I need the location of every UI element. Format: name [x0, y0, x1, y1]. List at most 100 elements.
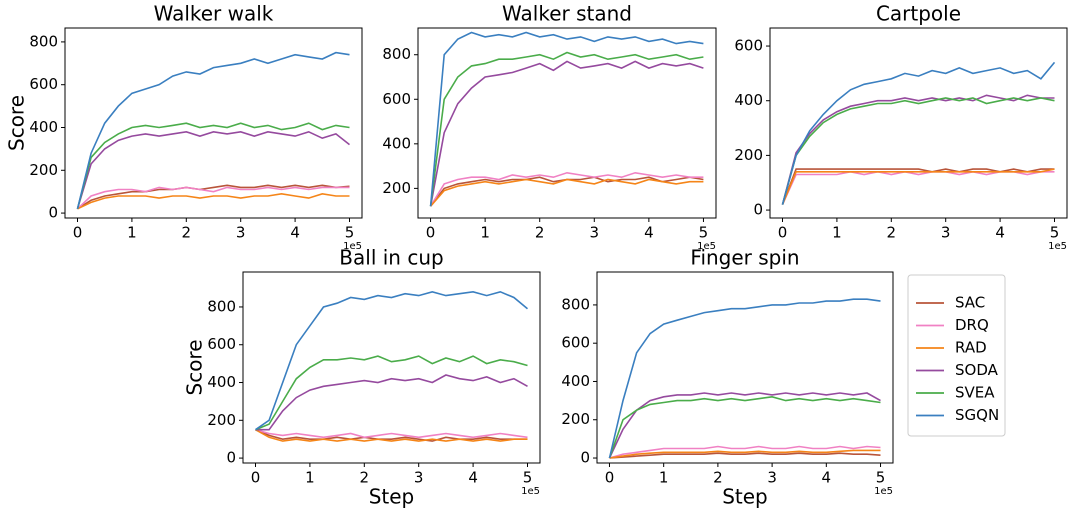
y-tick-label: 0: [226, 449, 236, 467]
chart-title: Walker walk: [154, 2, 274, 26]
y-axis-label: Score: [5, 95, 29, 151]
chart-title: Walker stand: [502, 2, 632, 26]
x-tick-label: 3: [590, 224, 600, 242]
y-tick-label: 200: [734, 146, 763, 164]
x-tick-label: 3: [767, 469, 777, 487]
x-tick-label: 0: [251, 469, 261, 487]
series-line: [608, 392, 881, 459]
series-line: [609, 449, 881, 459]
series-line: [77, 184, 350, 210]
x-offset-label: 1e5: [1048, 241, 1067, 252]
y-tick-label: 400: [734, 91, 763, 109]
plot-area: [596, 271, 894, 464]
y-tick-label: 0: [753, 201, 763, 219]
y-tick-label: 200: [561, 410, 590, 428]
y-tick-label: 0: [48, 204, 58, 222]
series-line: [608, 298, 881, 459]
x-axis-label: Step: [722, 485, 768, 509]
y-tick-label: 600: [29, 75, 58, 93]
x-tick-label: 1: [832, 224, 842, 242]
plot-area: [242, 271, 541, 464]
x-tick-label: 0: [426, 224, 436, 242]
y-tick-label: 600: [561, 334, 590, 352]
x-tick-label: 2: [535, 224, 545, 242]
chart-title: Cartpole: [876, 2, 961, 26]
series-line: [781, 168, 1055, 205]
y-tick-label: 800: [561, 295, 590, 313]
x-tick-label: 2: [182, 224, 192, 242]
x-tick-label: 5: [1050, 224, 1060, 242]
legend-label: DRQ: [955, 316, 989, 334]
x-tick-label: 3: [941, 224, 951, 242]
series-line: [255, 374, 528, 431]
series-line: [429, 171, 704, 207]
x-tick-label: 4: [290, 224, 300, 242]
x-tick-label: 2: [713, 469, 723, 487]
y-tick-label: 600: [382, 90, 411, 108]
y-tick-label: 200: [382, 179, 411, 197]
x-tick-label: 5: [523, 469, 533, 487]
series-line: [429, 51, 704, 207]
x-tick-label: 5: [876, 469, 886, 487]
x-tick-label: 1: [659, 469, 669, 487]
series-line: [255, 290, 529, 431]
series-line: [608, 395, 881, 459]
series-line: [609, 452, 881, 459]
y-tick-label: 400: [207, 373, 236, 391]
chart-title: Ball in cup: [339, 246, 443, 270]
x-offset-label: 1e5: [697, 241, 716, 252]
x-tick-label: 2: [360, 469, 370, 487]
legend-label: SAC: [955, 294, 985, 312]
legend-label: SODA: [955, 361, 999, 379]
x-tick-label: 5: [699, 224, 709, 242]
series-line: [781, 97, 1055, 205]
series-line: [76, 130, 350, 210]
y-tick-label: 400: [29, 118, 58, 136]
series-line: [76, 122, 350, 210]
x-tick-label: 4: [822, 469, 832, 487]
x-tick-label: 0: [778, 224, 788, 242]
series-line: [781, 61, 1056, 205]
series-line: [781, 168, 1055, 205]
y-axis-label: Score: [183, 339, 207, 395]
x-tick-label: 1: [305, 469, 315, 487]
series-line: [255, 428, 528, 439]
x-offset-label: 1e5: [521, 486, 540, 497]
x-tick-label: 4: [468, 469, 478, 487]
x-tick-label: 4: [995, 224, 1005, 242]
series-line: [429, 178, 704, 207]
x-tick-label: 3: [236, 224, 246, 242]
series-line: [76, 51, 350, 209]
series-line: [255, 428, 528, 442]
y-tick-label: 200: [207, 411, 236, 429]
plot-area: [417, 27, 717, 219]
legend-label: SVEA: [955, 384, 995, 402]
x-axis-label: Step: [369, 485, 415, 509]
x-tick-label: 5: [345, 224, 355, 242]
series-line: [609, 445, 881, 459]
y-tick-label: 800: [29, 32, 58, 50]
y-tick-label: 400: [382, 134, 411, 152]
x-tick-label: 4: [644, 224, 654, 242]
series-line: [429, 31, 704, 207]
x-offset-label: 1e5: [874, 486, 893, 497]
x-tick-label: 3: [414, 469, 424, 487]
series-line: [781, 170, 1055, 205]
chart-title: Finger spin: [690, 246, 799, 270]
series-line: [76, 186, 350, 210]
y-tick-label: 400: [561, 372, 590, 390]
x-tick-label: 0: [605, 469, 615, 487]
series-line: [255, 429, 528, 442]
series-line: [77, 192, 350, 210]
x-tick-label: 1: [480, 224, 490, 242]
plot-area: [769, 27, 1068, 219]
x-tick-label: 2: [887, 224, 897, 242]
legend-label: RAD: [955, 339, 987, 357]
y-tick-label: 800: [382, 45, 411, 63]
legend-label: SGQN: [955, 406, 999, 424]
y-tick-label: 800: [207, 297, 236, 315]
series-line: [781, 94, 1055, 205]
x-tick-label: 1: [127, 224, 137, 242]
plot-area: [64, 27, 363, 219]
